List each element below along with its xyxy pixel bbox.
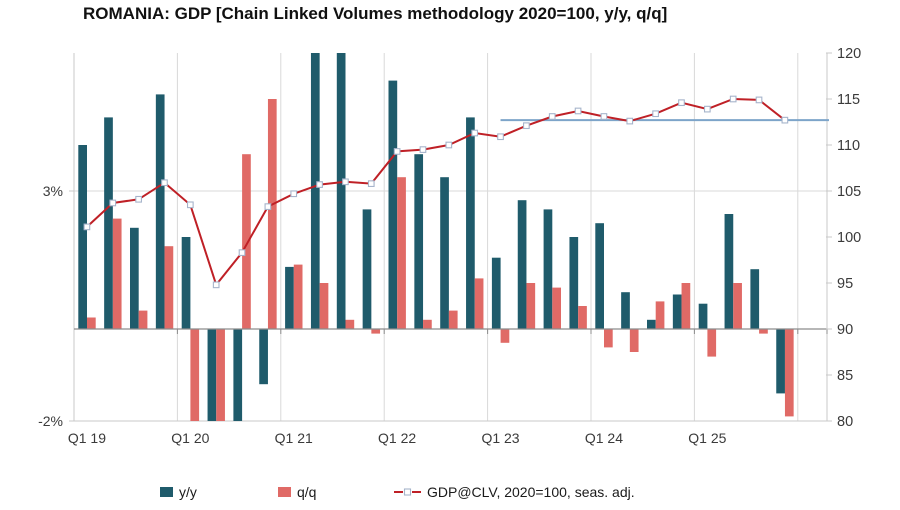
legend-label-qoq: q/q <box>297 484 317 500</box>
bar <box>466 117 475 330</box>
gdp-clv-line <box>86 97 786 287</box>
bar <box>500 329 510 343</box>
legend-label-yoy: y/y <box>179 484 197 500</box>
bar <box>604 329 613 348</box>
bar <box>138 310 148 329</box>
bar <box>569 237 579 329</box>
bar <box>655 301 665 329</box>
bar <box>319 283 329 329</box>
bar <box>776 329 785 394</box>
bar <box>672 294 682 329</box>
bar <box>233 329 243 421</box>
right-axis-label: 95 <box>837 276 853 292</box>
bar <box>190 329 200 421</box>
right-axis-label: 115 <box>837 92 860 108</box>
gdp-chart-plot: 120 115 110 105 100 95 90 85 80 3% -2% Q1 19 Q1 20 Q1… <box>38 46 861 446</box>
bar <box>491 257 501 329</box>
bar <box>621 292 630 329</box>
chart-title: ROMANIA: GDP [Chain Linked Volumes metho… <box>83 4 668 23</box>
legend-item-qoq: q/q <box>278 484 316 500</box>
bar <box>543 209 553 329</box>
zero-axis <box>74 328 828 334</box>
bar <box>181 237 191 329</box>
bar <box>724 214 734 329</box>
x-axis-label: Q1 21 <box>275 430 313 446</box>
right-axis-label: 100 <box>837 230 861 246</box>
yoy-bars <box>78 53 785 421</box>
bar <box>112 218 122 329</box>
bar <box>647 319 656 329</box>
bar <box>414 154 424 329</box>
right-axis-label: 120 <box>837 46 861 62</box>
bar <box>750 269 760 329</box>
bar <box>216 329 225 421</box>
x-axis-label: Q1 25 <box>688 430 726 446</box>
bar <box>104 117 113 330</box>
bar <box>388 80 398 329</box>
yoy-color-swatch-icon <box>160 487 173 497</box>
gdp-line-sample-icon <box>394 488 421 496</box>
bar <box>595 223 604 329</box>
bar <box>130 227 139 329</box>
bar <box>517 200 527 329</box>
bar <box>423 319 432 329</box>
bar <box>293 264 303 329</box>
bar <box>578 306 587 329</box>
bar <box>345 319 355 329</box>
bar <box>526 283 536 329</box>
bar <box>78 145 87 329</box>
bar <box>371 329 381 334</box>
left-axis-label: 3% <box>43 183 63 199</box>
x-axis-label: Q1 22 <box>378 430 416 446</box>
bar <box>474 278 484 329</box>
bar <box>267 99 277 329</box>
bar <box>259 329 268 385</box>
left-axis-label: -2% <box>38 413 63 429</box>
bar <box>362 209 372 329</box>
x-axis-label: Q1 23 <box>481 430 519 446</box>
bar <box>629 329 639 352</box>
vertical-gridlines <box>176 53 799 421</box>
bar <box>759 329 768 334</box>
axis-ticks <box>69 52 832 422</box>
bar <box>733 283 742 329</box>
bar <box>448 310 458 329</box>
bar <box>242 154 251 329</box>
legend-label-gdp-line: GDP@CLV, 2020=100, seas. adj. <box>427 484 635 500</box>
bar <box>552 287 561 329</box>
x-axis-label: Q1 19 <box>68 430 106 446</box>
legend-item-yoy: y/y <box>160 484 197 500</box>
qoq-color-swatch-icon <box>278 487 291 497</box>
gdp-clv-markers <box>83 95 789 289</box>
right-axis-label: 90 <box>837 322 853 338</box>
qoq-bars <box>87 99 794 421</box>
bar <box>336 53 346 329</box>
legend-item-gdp-line: GDP@CLV, 2020=100, seas. adj. <box>394 484 635 500</box>
bar <box>681 283 691 329</box>
x-axis-label: Q1 24 <box>585 430 623 446</box>
bar <box>155 94 165 330</box>
chart-legend: y/y q/q GDP@CLV, 2020=100, seas. adj. <box>0 484 900 506</box>
bar <box>397 177 406 329</box>
bar <box>784 329 794 417</box>
bar <box>310 53 320 329</box>
right-axis-label: 80 <box>837 414 853 430</box>
bar <box>207 329 217 421</box>
bar <box>707 329 717 357</box>
bar <box>285 266 294 329</box>
right-axis-label: 105 <box>837 184 861 200</box>
bar <box>87 317 96 329</box>
right-axis-label: 85 <box>837 368 853 384</box>
right-axis-label: 110 <box>837 138 860 154</box>
bar <box>440 177 449 329</box>
x-axis-label: Q1 20 <box>171 430 209 446</box>
bar <box>698 303 708 329</box>
bar <box>164 246 174 329</box>
